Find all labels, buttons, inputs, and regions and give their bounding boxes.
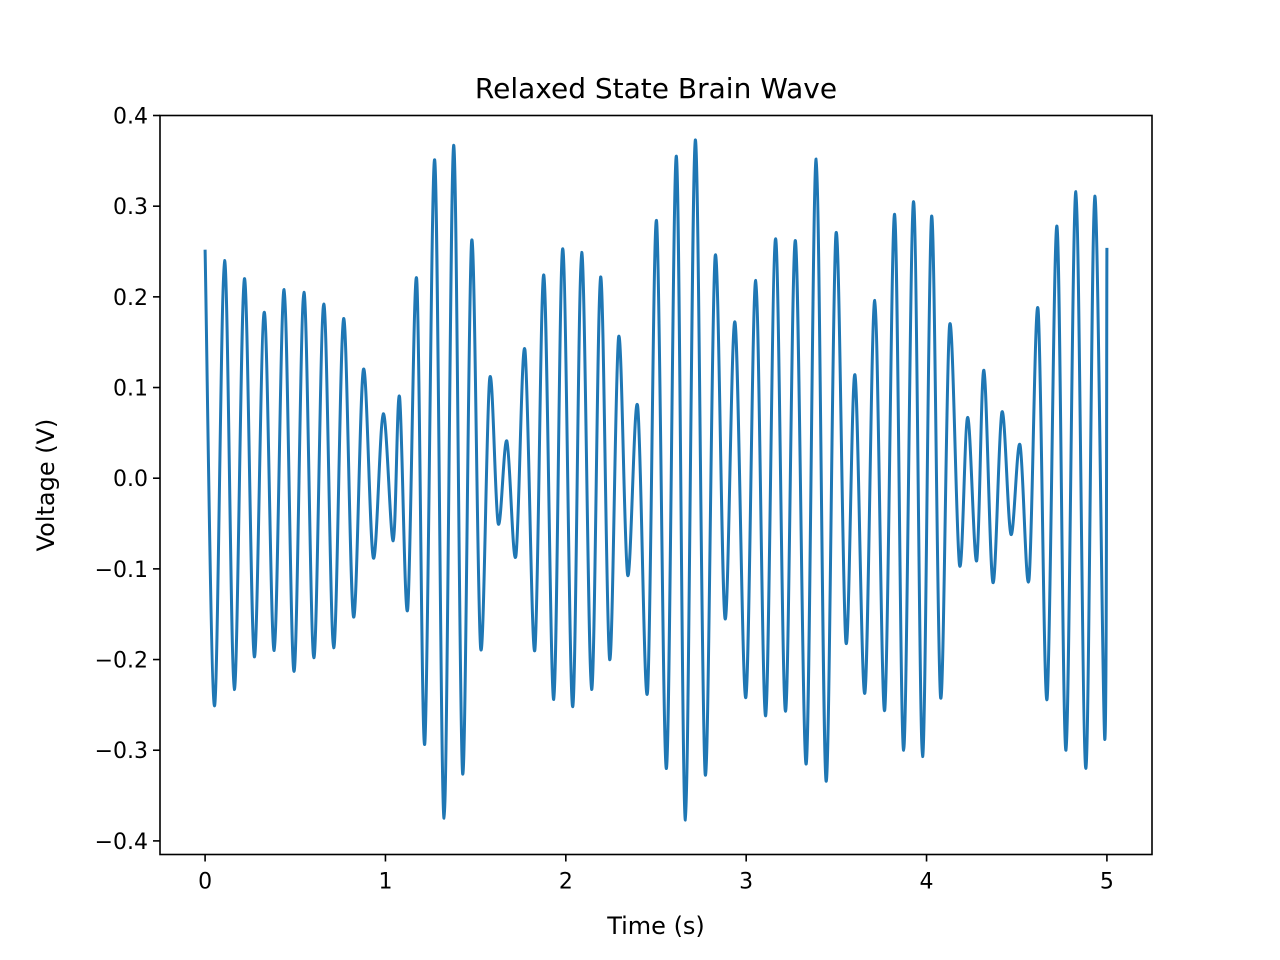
x-tick-label: 5 (1100, 870, 1114, 895)
y-tick-label: 0.4 (113, 105, 148, 130)
x-tick-label: 4 (920, 870, 934, 895)
y-tick-label: 0.2 (113, 286, 148, 311)
y-tick-label: −0.3 (95, 739, 148, 764)
y-axis-label: Voltage (V) (32, 419, 60, 552)
axes-frame (159, 114, 1153, 856)
y-tick-label: −0.1 (95, 558, 148, 583)
y-tick-label: 0.0 (113, 467, 148, 492)
y-tick-label: −0.2 (95, 649, 148, 674)
y-tick-label: 0.1 (113, 377, 148, 402)
x-tick-label: 2 (559, 870, 573, 895)
x-axis-label: Time (s) (606, 912, 705, 940)
y-tick-label: 0.3 (113, 195, 148, 220)
x-tick-label: 3 (739, 870, 753, 895)
y-tick-label: −0.4 (95, 830, 148, 855)
chart-title: Relaxed State Brain Wave (475, 72, 837, 105)
y-axis-ticks: 0.4 0.3 0.2 0.1 0.0 −0.1 −0.2 −0.3 −0.4 (95, 105, 160, 855)
x-axis-ticks: 0 1 2 3 4 5 (198, 854, 1114, 895)
x-tick-label: 0 (198, 870, 212, 895)
series-line (203, 138, 1109, 822)
x-tick-label: 1 (378, 870, 392, 895)
